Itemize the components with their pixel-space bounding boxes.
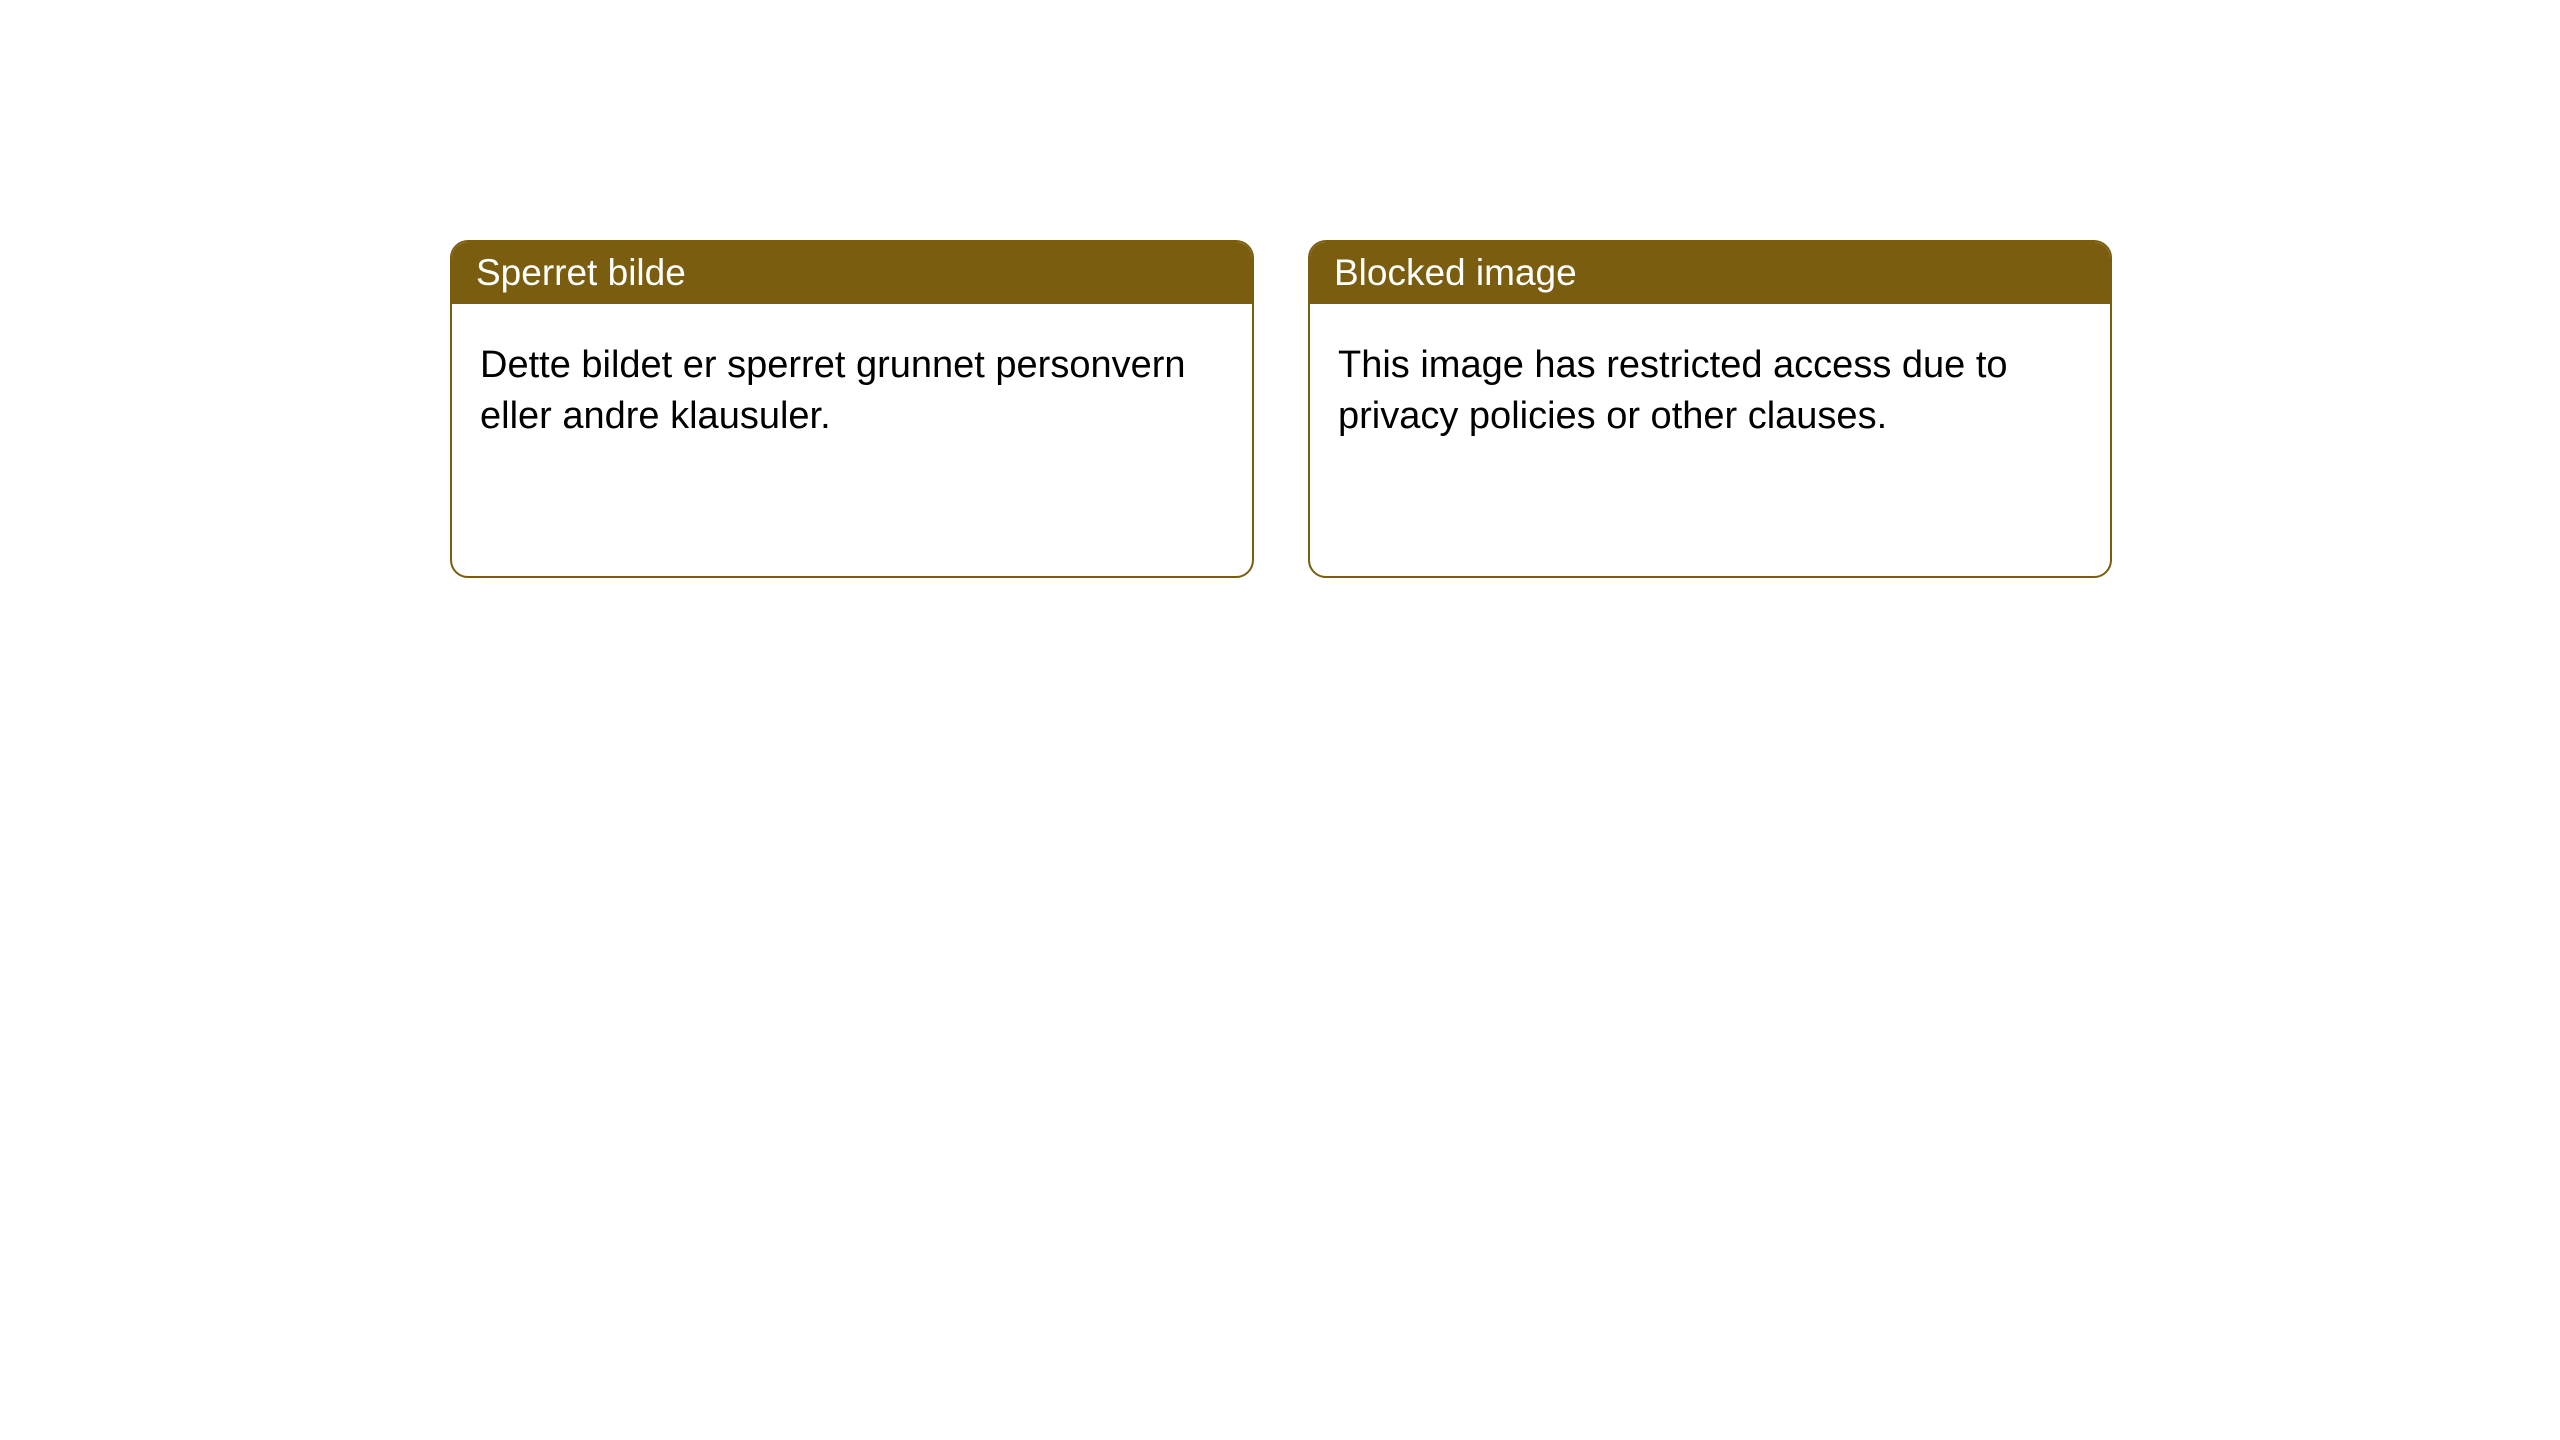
card-header: Blocked image — [1310, 242, 2110, 304]
card-body: This image has restricted access due to … — [1310, 304, 2110, 576]
card-title: Sperret bilde — [476, 252, 686, 293]
notice-card-norwegian: Sperret bilde Dette bildet er sperret gr… — [450, 240, 1254, 578]
card-header: Sperret bilde — [452, 242, 1252, 304]
notice-card-english: Blocked image This image has restricted … — [1308, 240, 2112, 578]
card-title: Blocked image — [1334, 252, 1577, 293]
notice-cards-row: Sperret bilde Dette bildet er sperret gr… — [0, 0, 2560, 578]
card-text: This image has restricted access due to … — [1338, 344, 2008, 437]
card-text: Dette bildet er sperret grunnet personve… — [480, 344, 1186, 437]
card-body: Dette bildet er sperret grunnet personve… — [452, 304, 1252, 576]
